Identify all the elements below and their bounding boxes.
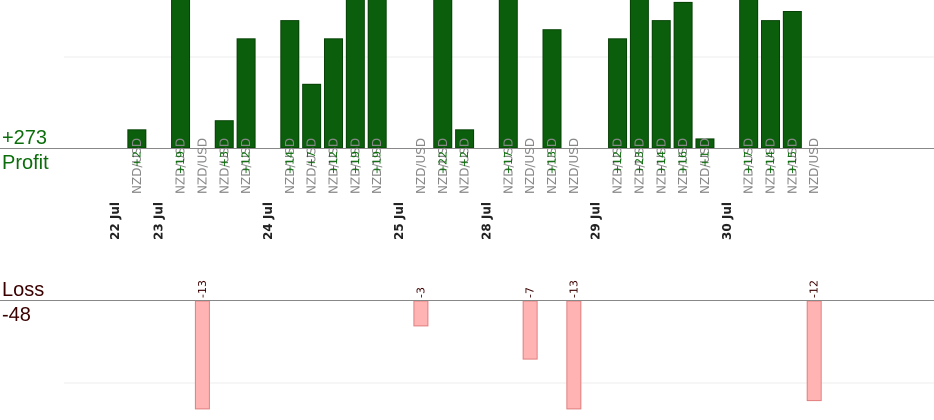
- loss-bar: [806, 300, 822, 402]
- category-label: NZD/USD: [217, 138, 231, 194]
- loss-bar: [413, 300, 429, 327]
- loss-bar: [194, 300, 210, 410]
- category-label: NZD/USD: [195, 138, 209, 194]
- profit-bar: [761, 20, 780, 149]
- loss-value-label: -13: [567, 280, 580, 298]
- profit-label: Profit: [2, 152, 49, 174]
- profit-bars: [127, 0, 802, 149]
- profit-value-label: +17: [502, 151, 515, 174]
- date-label: 28 Jul: [479, 202, 493, 240]
- profit-value-label: +15: [786, 151, 799, 174]
- category-label: NZD/USD: [611, 138, 625, 194]
- category-label: NZD/USD: [130, 138, 144, 194]
- profit-value-label: +12: [327, 151, 340, 174]
- category-label: NZD/USD: [632, 138, 646, 194]
- category-label: NZD/USD: [523, 138, 537, 194]
- profit-bar: [236, 38, 256, 149]
- date-label: 25 Jul: [392, 202, 406, 240]
- profit-value-label: +12: [240, 151, 253, 174]
- profit-bar: [782, 11, 802, 149]
- category-label: NZD/USD: [742, 138, 756, 194]
- profit-value-label: +2: [458, 151, 471, 167]
- loss-bar: [522, 300, 538, 360]
- profit-bar: [367, 0, 387, 149]
- profit-value-label: +14: [655, 151, 668, 174]
- profit-value-label: +19: [349, 151, 362, 174]
- category-label: NZD/USD: [807, 138, 821, 194]
- category-label: NZD/USD: [414, 138, 428, 194]
- category-label: NZD/USD: [239, 138, 253, 194]
- date-label: 24 Jul: [261, 202, 275, 240]
- profit-bar: [433, 0, 453, 149]
- category-label: NZD/USD: [501, 138, 515, 194]
- profit-bar: [542, 29, 562, 149]
- category-label: NZD/USD: [436, 138, 450, 194]
- profit-bar: [171, 0, 191, 149]
- loss-value-label: -3: [414, 287, 427, 298]
- profit-value-label: +19: [174, 151, 187, 174]
- profit-value-label: +12: [611, 151, 624, 174]
- loss-value-label: -13: [196, 280, 209, 298]
- loss-value-label: -12: [808, 280, 821, 298]
- category-label: NZD/USD: [785, 138, 799, 194]
- category-label: NZD/USD: [327, 138, 341, 194]
- category-label: NZD/USD: [567, 138, 581, 194]
- category-label: NZD/USD: [654, 138, 668, 194]
- profit-value-label: +19: [371, 151, 384, 174]
- category-label: NZD/USD: [545, 138, 559, 194]
- profit-total: +273: [2, 127, 47, 149]
- profit-value-label: +23: [633, 151, 646, 174]
- profit-bar: [629, 0, 649, 149]
- loss-value-label: -7: [524, 287, 537, 298]
- profit-bar: [345, 0, 365, 149]
- profit-value-label: +22: [436, 151, 449, 174]
- category-label: NZD/USD: [370, 138, 384, 194]
- date-label: 22 Jul: [108, 202, 122, 240]
- loss-label: Loss: [2, 279, 44, 301]
- category-label: NZD/USD: [174, 138, 188, 194]
- category-label: NZD/USD: [698, 138, 712, 194]
- category-label: NZD/USD: [283, 138, 297, 194]
- date-label: 23 Jul: [152, 202, 166, 240]
- profit-value-label: +1: [698, 151, 711, 167]
- loss-bars: [194, 300, 822, 410]
- profit-bar: [498, 0, 518, 149]
- category-label: NZD/USD: [458, 138, 472, 194]
- profit-value-label: +13: [546, 151, 559, 174]
- profit-value-label: +7: [305, 151, 318, 167]
- loss-total: -48: [2, 304, 31, 326]
- profit-bar: [280, 20, 300, 149]
- profit-value-label: +2: [130, 151, 143, 167]
- category-label: NZD/USD: [348, 138, 362, 194]
- category-label: NZD/USD: [764, 138, 778, 194]
- profit-bar: [651, 20, 671, 149]
- profit-bar: [324, 38, 343, 149]
- profit-value-label: +14: [283, 151, 296, 174]
- profit-value-label: +3: [218, 151, 231, 167]
- category-label: NZD/USD: [305, 138, 319, 194]
- profit-bar: [739, 0, 759, 149]
- category-label: NZD/USD: [676, 138, 690, 194]
- loss-bar: [566, 300, 582, 410]
- date-label: 29 Jul: [589, 202, 603, 240]
- profit-value-label: +14: [764, 151, 777, 174]
- profit-bar: [608, 38, 628, 149]
- profit-bar: [673, 1, 693, 149]
- profit-value-label: +16: [677, 151, 690, 174]
- date-label: 30 Jul: [720, 202, 734, 240]
- profit-value-label: +17: [742, 151, 755, 174]
